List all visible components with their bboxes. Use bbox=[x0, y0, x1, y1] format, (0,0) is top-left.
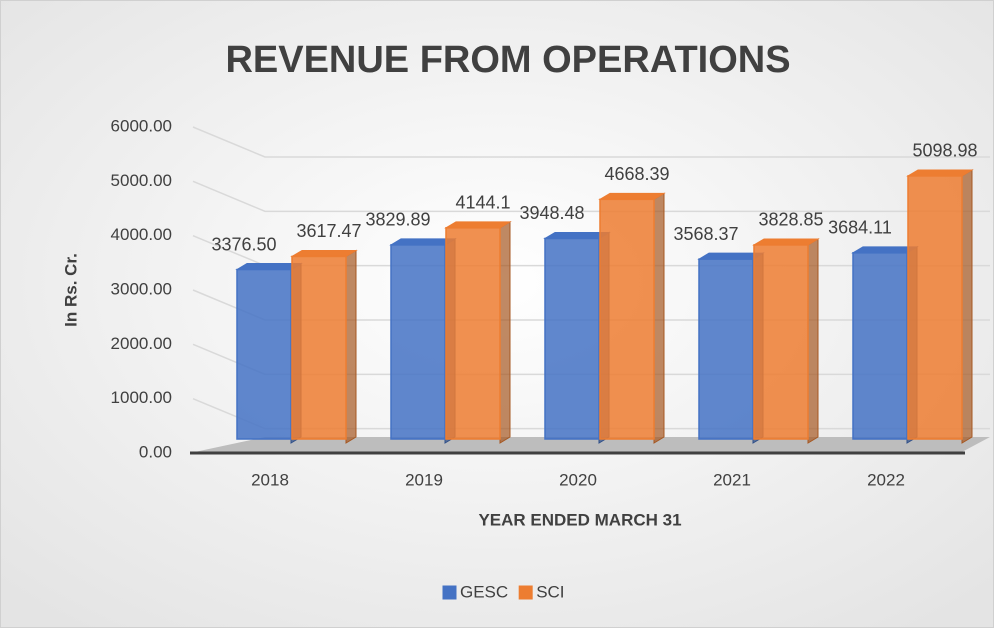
y-tick-label: 2000.00 bbox=[111, 334, 172, 353]
x-tick-label: 2022 bbox=[867, 470, 905, 489]
data-label: 3617.47 bbox=[296, 221, 361, 241]
data-label: 3376.50 bbox=[211, 234, 276, 254]
data-label: 3568.37 bbox=[673, 224, 738, 244]
data-label: 4668.39 bbox=[604, 164, 669, 184]
x-tick-label: 2021 bbox=[713, 470, 751, 489]
data-label: 3828.85 bbox=[758, 210, 823, 230]
data-label: 3684.11 bbox=[828, 218, 892, 238]
bar bbox=[390, 244, 446, 440]
bar-top bbox=[906, 169, 974, 177]
x-axis-label: YEAR ENDED MARCH 31 bbox=[478, 510, 681, 529]
x-tick-label: 2019 bbox=[405, 470, 443, 489]
legend-label: GESC bbox=[460, 582, 508, 601]
bar bbox=[445, 227, 501, 440]
chart-title: REVENUE FROM OPERATIONS bbox=[225, 39, 790, 81]
bar-top bbox=[752, 238, 820, 246]
bar-top bbox=[444, 221, 512, 229]
y-tick-label: 3000.00 bbox=[111, 279, 172, 298]
bar bbox=[236, 268, 292, 440]
bar-top bbox=[290, 249, 358, 257]
y-tick-label: 1000.00 bbox=[111, 388, 172, 407]
x-tick-label: 2018 bbox=[251, 470, 289, 489]
floor bbox=[190, 437, 990, 453]
legend-swatch bbox=[518, 585, 533, 600]
x-tick-label: 2020 bbox=[559, 470, 597, 489]
y-tick-label: 4000.00 bbox=[111, 225, 172, 244]
bar bbox=[698, 258, 754, 440]
bar bbox=[599, 198, 655, 440]
bar bbox=[291, 255, 347, 440]
bar bbox=[753, 244, 809, 440]
legend-swatch bbox=[442, 585, 457, 600]
y-tick-label: 5000.00 bbox=[111, 171, 172, 190]
y-tick-label: 0.00 bbox=[139, 442, 172, 461]
bar-side bbox=[499, 220, 511, 444]
bar bbox=[852, 252, 908, 440]
bar-side bbox=[807, 238, 819, 444]
y-tick-label: 6000.00 bbox=[111, 116, 172, 135]
legend-label: SCI bbox=[536, 582, 564, 601]
bar-top bbox=[598, 192, 666, 200]
bar-side bbox=[345, 249, 357, 444]
data-label: 5098.98 bbox=[912, 141, 977, 161]
data-label: 4144.1 bbox=[455, 193, 510, 213]
y-axis-label: In Rs. Cr. bbox=[61, 253, 80, 327]
data-label: 3829.89 bbox=[365, 210, 430, 230]
bar bbox=[544, 237, 600, 440]
bar bbox=[907, 175, 963, 440]
bar-side bbox=[653, 192, 665, 444]
grid-line bbox=[192, 180, 990, 213]
data-label: 3948.48 bbox=[519, 203, 584, 223]
grid-line bbox=[192, 126, 990, 158]
bar-side bbox=[961, 169, 973, 444]
